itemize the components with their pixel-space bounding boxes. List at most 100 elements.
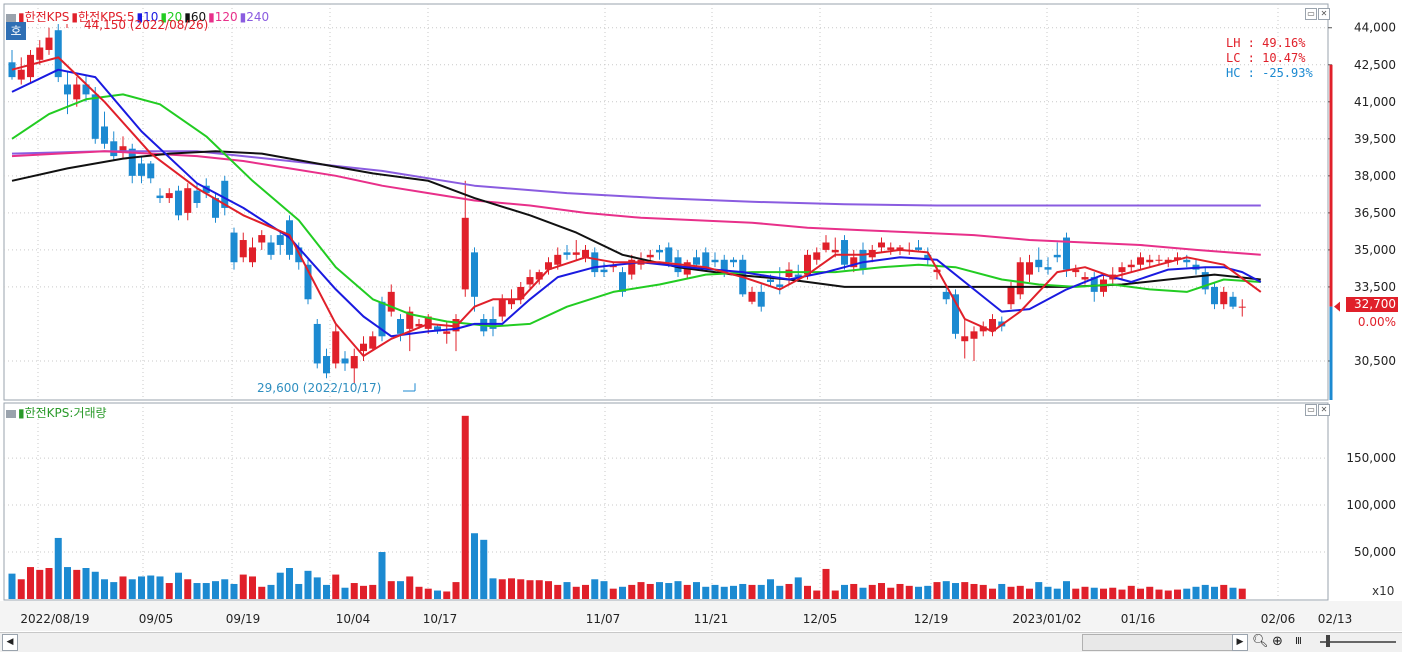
- volume-bar: [1090, 587, 1098, 599]
- volume-bar: [1044, 586, 1052, 599]
- price-axis-label: 42,500: [1354, 58, 1396, 72]
- volume-bar: [831, 590, 839, 599]
- stat-lh: LH : 49.16%: [1226, 36, 1306, 50]
- candle-down: [1090, 277, 1098, 292]
- volume-chart: 150,000 100,000 50,000 2022/08/19 09/05 09/19…: [0, 402, 1402, 631]
- price-axis-label: 33,500: [1354, 280, 1396, 294]
- candle-down: [147, 163, 155, 179]
- candle-up: [258, 235, 266, 243]
- volume-bar: [27, 567, 34, 599]
- candle-up: [1026, 262, 1033, 275]
- volume-bar: [961, 582, 969, 599]
- volume-chart-pane[interactable]: 150,000 100,000 50,000 2022/08/19 09/05 09/19…: [0, 401, 1402, 631]
- volume-bar: [110, 582, 118, 599]
- chart-scrollbar[interactable]: ◀ ▶ 🔍︎ ⊕ Ⅲ: [0, 632, 1402, 652]
- volume-bar: [239, 574, 247, 599]
- candle-down: [212, 198, 219, 218]
- volume-legend: ▮한전KPS:거래량: [6, 404, 109, 420]
- volume-bar: [1211, 586, 1218, 599]
- candle-down: [378, 301, 386, 337]
- candle-down: [693, 257, 700, 265]
- volume-axis-label: 150,000: [1346, 451, 1396, 465]
- volume-bar: [619, 586, 626, 599]
- candle-down: [276, 235, 284, 245]
- volume-bar: [286, 568, 293, 599]
- date-axis-label: 2022/08/19: [20, 612, 89, 626]
- volume-bar: [480, 539, 488, 599]
- ho-badge[interactable]: 호: [6, 22, 26, 40]
- candle-up: [1174, 257, 1181, 260]
- candle-up: [628, 259, 636, 275]
- volume-bar: [776, 585, 784, 599]
- candle-down: [591, 252, 599, 273]
- zoom-in-icon[interactable]: ⊕: [1272, 634, 1283, 649]
- scroll-thumb[interactable]: [1082, 634, 1234, 651]
- pane-menu-icon[interactable]: [6, 13, 16, 22]
- price-axis-label: 41,000: [1354, 95, 1396, 109]
- pane-close-button[interactable]: ✕: [1318, 8, 1330, 20]
- volume-bar: [101, 579, 108, 599]
- candle-up: [554, 254, 562, 265]
- candle-up: [406, 311, 414, 329]
- stat-lc: LC : 10.47%: [1226, 51, 1306, 65]
- volume-bar: [979, 584, 987, 599]
- volume-bar: [554, 584, 562, 599]
- low-annotation: 29,600 (2022/10/17): [257, 381, 382, 395]
- candle-down: [193, 190, 201, 203]
- volume-bar: [1100, 588, 1107, 599]
- candle-down: [1211, 286, 1218, 305]
- volume-bar: [332, 574, 340, 599]
- ma240-line: [11, 150, 1261, 207]
- volume-bar: [378, 552, 386, 599]
- candle-up: [508, 299, 515, 305]
- date-axis-label: 12/05: [803, 612, 838, 626]
- volume-bar: [193, 583, 201, 599]
- volume-bar: [545, 581, 552, 599]
- price-axis-label: 30,500: [1354, 354, 1396, 368]
- volume-bar: [905, 585, 913, 599]
- volume-close-button[interactable]: ✕: [1318, 404, 1330, 416]
- volume-bar: [1016, 585, 1024, 599]
- scroll-left-button[interactable]: ◀: [2, 634, 18, 651]
- price-axis-label: 35,000: [1354, 243, 1396, 257]
- candle-down: [1035, 259, 1043, 268]
- volume-bar: [794, 577, 802, 599]
- scroll-right-button[interactable]: ▶: [1232, 634, 1248, 651]
- candle-down: [720, 259, 728, 273]
- date-axis-label: 10/04: [336, 612, 371, 626]
- zoom-slider-handle[interactable]: [1326, 635, 1330, 647]
- legend-ma240: ▮240: [239, 10, 270, 24]
- candle-down: [942, 291, 950, 300]
- price-chart-pane[interactable]: 44,000 42,500 41,000 39,500 38,000 36,500 35,0…: [0, 0, 1402, 401]
- volume-bar: [628, 584, 636, 599]
- candle-up: [27, 54, 34, 78]
- volume-bar: [535, 580, 543, 599]
- pane-minimize-button[interactable]: ▭: [1305, 8, 1317, 20]
- volume-bar: [489, 578, 497, 599]
- candle-down: [776, 284, 784, 287]
- candle-up: [804, 254, 811, 275]
- volume-pane-menu-icon[interactable]: [6, 409, 16, 418]
- date-axis-label: 01/16: [1121, 612, 1156, 626]
- volume-minimize-button[interactable]: ▭: [1305, 404, 1317, 416]
- date-axis-label: 02/13: [1318, 612, 1353, 626]
- candle-up: [970, 331, 978, 339]
- candle-down: [952, 294, 959, 334]
- volume-bar: [609, 588, 617, 599]
- candle-up: [1072, 269, 1080, 273]
- volume-bar: [461, 415, 469, 599]
- volume-bar: [1109, 587, 1117, 599]
- candle-up: [878, 242, 885, 248]
- candle-down: [656, 249, 663, 253]
- current-price-tag: 32,700: [1346, 297, 1398, 312]
- zoom-out-icon[interactable]: 🔍︎: [1252, 634, 1269, 649]
- candle-up: [1164, 259, 1172, 263]
- volume-bar: [1137, 588, 1144, 599]
- candle-down: [1044, 267, 1052, 270]
- bar-spacing-icon[interactable]: Ⅲ: [1295, 636, 1302, 647]
- volume-bar: [424, 588, 432, 599]
- zoom-slider[interactable]: [1320, 641, 1396, 643]
- volume-bar: [267, 584, 275, 599]
- volume-bar: [942, 581, 950, 599]
- volume-bar: [415, 586, 423, 599]
